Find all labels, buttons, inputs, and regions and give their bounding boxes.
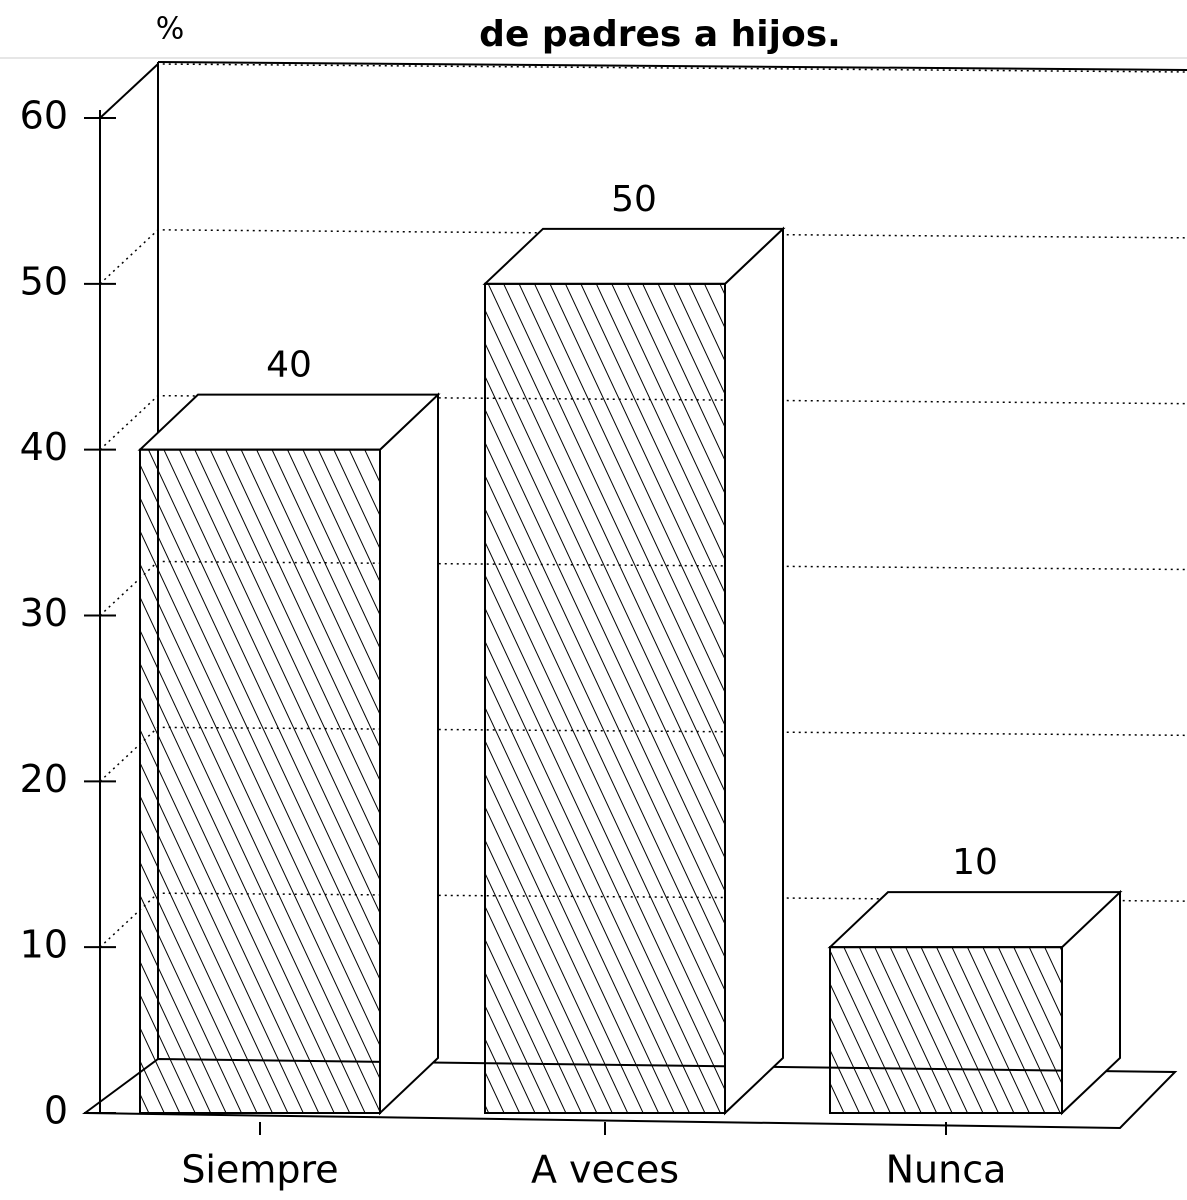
y-tick-label: 20 xyxy=(20,757,68,801)
grid-line xyxy=(99,394,1187,451)
chart-title: de padres a hijos. xyxy=(479,14,841,55)
y-tick-label: 50 xyxy=(20,259,68,303)
y-tick-label: 0 xyxy=(44,1089,68,1133)
y-tick-label: 10 xyxy=(20,923,68,967)
bar-side xyxy=(724,226,784,1116)
back-wall-top xyxy=(157,61,1187,71)
data-label: 40 xyxy=(266,345,312,386)
y-tick-label: 40 xyxy=(20,425,68,469)
bar xyxy=(484,282,726,1115)
data-label: 50 xyxy=(611,179,657,220)
data-label: 10 xyxy=(952,842,998,883)
bar xyxy=(139,448,381,1114)
bar-side xyxy=(379,392,439,1116)
x-tick-label: A veces xyxy=(531,1148,679,1192)
bar xyxy=(829,946,1063,1115)
x-tick-label: Siempre xyxy=(181,1148,338,1192)
grid-line xyxy=(99,63,1187,119)
y-axis-label: % xyxy=(156,12,185,47)
floor xyxy=(82,1057,1178,1130)
x-tick-label: Nunca xyxy=(886,1148,1007,1192)
y-tick-label: 30 xyxy=(20,591,68,635)
y-tick-label: 60 xyxy=(20,94,68,138)
grid-line xyxy=(99,229,1187,285)
